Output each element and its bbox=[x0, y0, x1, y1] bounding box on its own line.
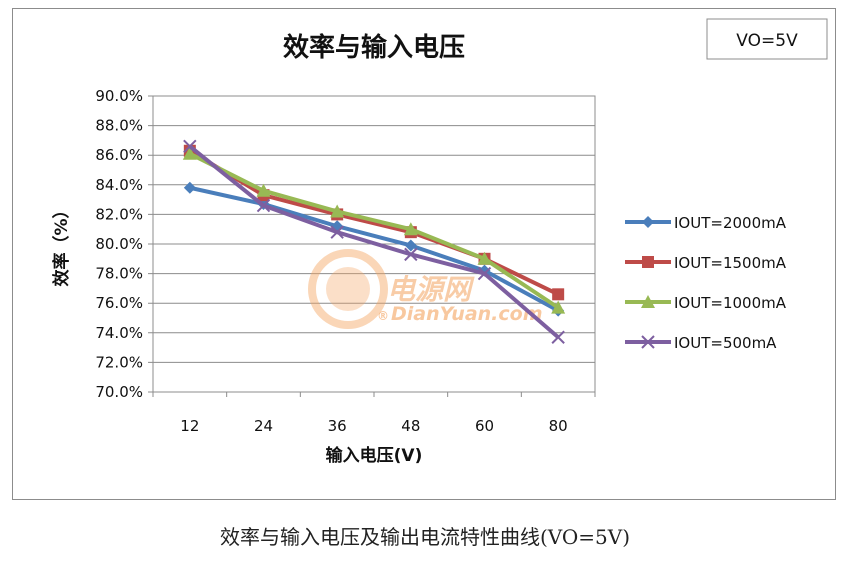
watermark-en-text: DianYuan.com bbox=[391, 303, 543, 325]
annotation-text: VO=5V bbox=[736, 31, 798, 51]
annotation-box bbox=[706, 18, 828, 60]
chart-frame: 效率与输入电压 VO=5V 90.0% 88.0% 86.0% 84.0% 82.0% 80.… bbox=[12, 8, 836, 500]
data-point bbox=[404, 239, 417, 252]
legend-marker bbox=[641, 335, 655, 349]
y-tick-label: 78.0% bbox=[95, 265, 143, 283]
y-tick-label: 88.0% bbox=[95, 117, 143, 135]
data-point bbox=[477, 266, 492, 281]
data-point bbox=[551, 330, 565, 344]
data-point bbox=[182, 146, 197, 160]
legend-marker bbox=[642, 216, 654, 228]
x-tick-label: 80 bbox=[549, 417, 568, 435]
y-tick-label: 90.0% bbox=[95, 87, 143, 105]
series-line-4 bbox=[188, 144, 560, 339]
data-point bbox=[551, 300, 566, 314]
x-tick-label: 60 bbox=[475, 417, 494, 435]
data-point bbox=[183, 181, 196, 194]
legend-label: IOUT=500mA bbox=[674, 334, 777, 352]
data-point bbox=[552, 288, 565, 301]
data-point bbox=[256, 183, 271, 197]
data-point bbox=[183, 139, 197, 154]
data-point bbox=[330, 225, 344, 239]
data-point bbox=[330, 204, 345, 218]
y-tick-label: 72.0% bbox=[95, 353, 143, 371]
watermark-logo-ring bbox=[308, 249, 388, 329]
watermark-registered-mark: ® bbox=[377, 309, 389, 323]
y-tick-label: 76.0% bbox=[95, 294, 143, 312]
series-line-3 bbox=[188, 151, 560, 310]
data-point bbox=[404, 247, 418, 262]
chart-caption: 效率与输入电压及输出电流特性曲线(VO=5V) bbox=[219, 525, 631, 549]
data-point bbox=[403, 222, 418, 236]
x-tick-label: 24 bbox=[254, 417, 273, 435]
x-tick-label: 36 bbox=[328, 417, 347, 435]
data-point bbox=[477, 251, 492, 265]
legend-marker bbox=[641, 295, 655, 308]
series-line-1 bbox=[189, 185, 560, 313]
chart-svg: 效率与输入电压 VO=5V 90.0% 88.0% 86.0% 84.0% 82.0% 80.… bbox=[51, 18, 828, 466]
legend-label: IOUT=2000mA bbox=[674, 214, 787, 232]
x-tick-label: 48 bbox=[401, 417, 420, 435]
y-tick-label: 80.0% bbox=[95, 235, 143, 253]
legend-label: IOUT=1500mA bbox=[674, 254, 787, 272]
y-tick-label: 84.0% bbox=[95, 176, 143, 194]
y-axis-label: 效率（%） bbox=[51, 201, 72, 286]
watermark-cn-text: 电源网 bbox=[387, 273, 475, 306]
legend-label: IOUT=1000mA bbox=[674, 294, 787, 312]
y-tick-label: 82.0% bbox=[95, 205, 143, 223]
watermark-logo-core bbox=[326, 267, 370, 311]
data-point bbox=[256, 198, 271, 213]
legend-marker bbox=[642, 256, 654, 268]
y-tick-label: 74.0% bbox=[95, 324, 143, 342]
chart-title: 效率与输入电压 bbox=[283, 32, 465, 63]
y-tick-label: 86.0% bbox=[95, 146, 143, 164]
x-axis-label: 输入电压(V) bbox=[326, 445, 423, 466]
y-tick-label: 70.0% bbox=[95, 383, 143, 401]
x-tick-label: 12 bbox=[180, 417, 199, 435]
